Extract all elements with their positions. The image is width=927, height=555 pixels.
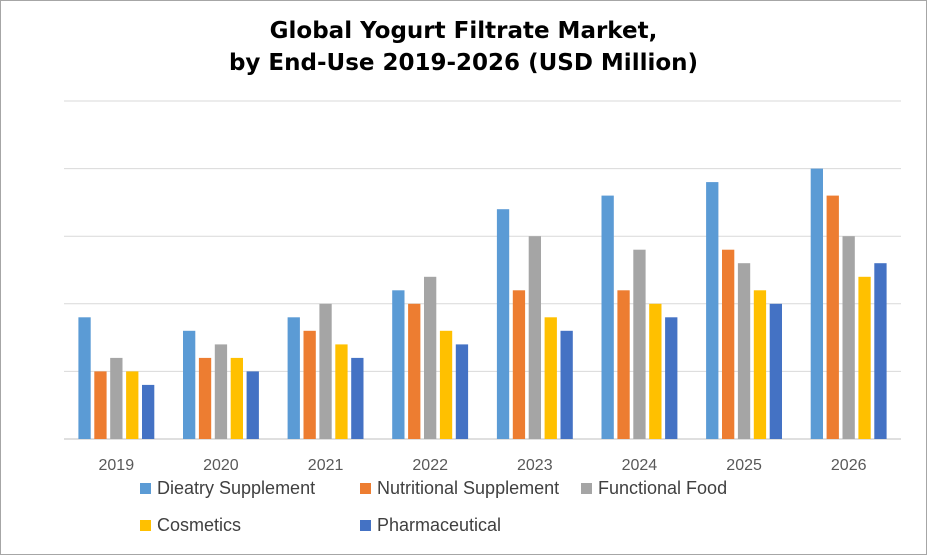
bar-functional-food-2019 — [110, 357, 123, 439]
chart-title-line-1: Global Yogurt Filtrate Market, — [269, 18, 658, 44]
bar-dieatry-supplement-2023 — [496, 209, 510, 439]
chart-title: Global Yogurt Filtrate Market, by End-Us… — [1, 15, 926, 79]
bar-cosmetics-2026 — [858, 276, 871, 439]
x-tick-label-2023: 2023 — [517, 457, 553, 474]
bar-dieatry-supplement-2019 — [78, 317, 91, 439]
bar-dieatry-supplement-2026 — [810, 168, 823, 439]
bar-nutritional-supplement-2023 — [512, 290, 526, 439]
bar-dieatry-supplement-2024 — [601, 195, 614, 439]
bar-functional-food-2023 — [528, 236, 541, 439]
bar-nutritional-supplement-2019 — [94, 371, 107, 439]
bar-functional-food-2025 — [737, 263, 751, 439]
bar-nutritional-supplement-2025 — [722, 249, 735, 439]
bar-dieatry-supplement-2025 — [706, 182, 719, 439]
bar-nutritional-supplement-2021 — [303, 330, 316, 439]
bar-functional-food-2024 — [633, 249, 646, 439]
x-tick-label-2019: 2019 — [99, 457, 135, 474]
bar-pharmaceutical-2024 — [665, 317, 678, 439]
bar-nutritional-supplement-2020 — [198, 357, 212, 439]
x-tick-label-2021: 2021 — [308, 457, 344, 474]
bar-pharmaceutical-2022 — [455, 344, 469, 439]
bar-cosmetics-2024 — [649, 303, 662, 439]
bar-cosmetics-2020 — [230, 357, 243, 439]
bar-pharmaceutical-2021 — [351, 357, 364, 439]
x-axis-labels: 2019 2020 2021 2022 2023 2024 2025 2026 — [99, 457, 867, 474]
x-tick-label-2020: 2020 — [203, 457, 239, 474]
bar-nutritional-supplement-2022 — [408, 303, 421, 439]
bar-pharmaceutical-2020 — [246, 371, 259, 439]
bar-nutritional-supplement-2024 — [617, 290, 630, 439]
bar-functional-food-2026 — [842, 236, 855, 439]
x-tick-label-2026: 2026 — [831, 457, 867, 474]
bar-pharmaceutical-2023 — [560, 330, 573, 439]
bar-cosmetics-2025 — [753, 290, 767, 439]
bar-cosmetics-2021 — [335, 344, 348, 439]
bar-dieatry-supplement-2020 — [183, 330, 196, 439]
bar-pharmaceutical-2026 — [874, 263, 887, 439]
x-tick-label-2022: 2022 — [412, 457, 448, 474]
bar-nutritional-supplement-2026 — [826, 195, 839, 439]
bar-pharmaceutical-2019 — [142, 384, 155, 439]
bar-dieatry-supplement-2022 — [392, 290, 405, 439]
bar-cosmetics-2019 — [126, 371, 139, 439]
bar-functional-food-2020 — [214, 344, 228, 439]
x-tick-label-2024: 2024 — [622, 457, 658, 474]
bar-pharmaceutical-2025 — [769, 303, 782, 439]
bar-functional-food-2022 — [424, 276, 437, 439]
chart-title-line-2: by End-Use 2019-2026 (USD Million) — [228, 50, 699, 76]
x-tick-label-2025: 2025 — [726, 457, 762, 474]
bar-cosmetics-2022 — [439, 330, 453, 439]
bar-cosmetics-2023 — [544, 317, 557, 439]
bar-functional-food-2021 — [319, 303, 332, 439]
bar-dieatry-supplement-2021 — [287, 317, 300, 439]
bars — [78, 168, 887, 439]
